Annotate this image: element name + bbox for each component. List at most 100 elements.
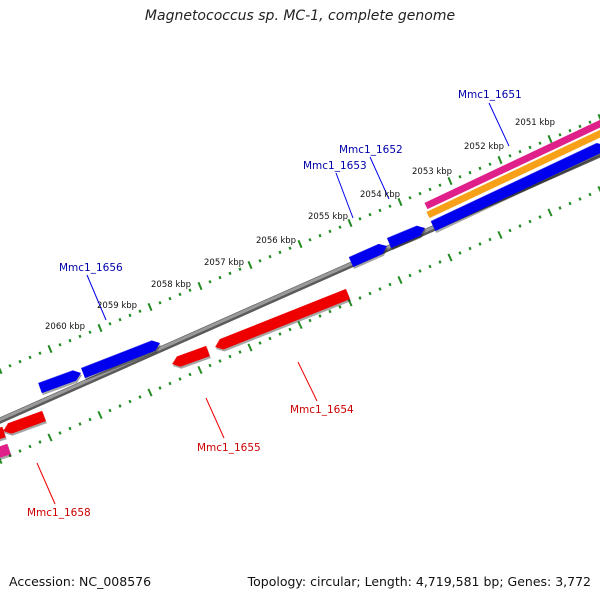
minor-tick bbox=[578, 124, 582, 129]
major-tick bbox=[47, 433, 53, 442]
minor-tick bbox=[568, 201, 572, 206]
minor-tick bbox=[538, 141, 542, 145]
minor-tick bbox=[228, 354, 232, 359]
minor-tick bbox=[478, 242, 482, 246]
minor-tick bbox=[278, 332, 282, 336]
gene-arrow-magenta-left-body bbox=[0, 443, 11, 458]
minor-tick bbox=[218, 359, 222, 363]
major-tick bbox=[397, 275, 403, 285]
minor-tick bbox=[68, 338, 72, 343]
gene-arrow-mmc1-1658-body bbox=[3, 410, 46, 434]
gene-arrow-mmc1-1656-a[interactable] bbox=[80, 339, 161, 381]
minor-tick bbox=[128, 399, 132, 404]
major-tick bbox=[247, 260, 253, 270]
minor-tick bbox=[338, 305, 342, 309]
minor-tick bbox=[78, 334, 82, 339]
gene-arrow-mmc1-1651-highlight bbox=[430, 142, 597, 222]
major-tick bbox=[497, 155, 503, 165]
major-tick bbox=[297, 320, 303, 330]
kbp-label: 2058 kbp bbox=[151, 280, 191, 290]
minor-tick bbox=[588, 192, 592, 197]
major-tick bbox=[147, 388, 153, 397]
gene-arrow-mmc1-1654[interactable] bbox=[214, 288, 352, 352]
major-tick bbox=[97, 323, 103, 333]
minor-tick bbox=[368, 291, 372, 296]
gene-arrow-magenta-left[interactable] bbox=[0, 443, 12, 461]
gene-arrow-mmc1-1654-body bbox=[215, 288, 351, 350]
minor-tick bbox=[318, 233, 322, 238]
major-tick bbox=[0, 457, 3, 465]
minor-tick bbox=[118, 404, 122, 408]
gene-arrow-mmc1-1656-a-highlight bbox=[80, 339, 152, 369]
gene-label-mmc1-1653: Mmc1_1653 bbox=[303, 160, 367, 172]
genome-stats-text: Topology: circular; Length: 4,719,581 bp… bbox=[247, 574, 591, 589]
minor-tick bbox=[138, 309, 142, 313]
gene-arrow-mmc1-1656-b[interactable] bbox=[37, 369, 82, 396]
kbp-label: 2053 kbp bbox=[412, 167, 452, 177]
leader-mmc1-1654 bbox=[297, 361, 318, 402]
minor-tick bbox=[328, 309, 332, 314]
minor-tick bbox=[208, 363, 212, 368]
minor-tick bbox=[118, 317, 122, 322]
minor-tick bbox=[528, 219, 532, 224]
major-tick bbox=[197, 281, 203, 291]
gene-arrows bbox=[0, 142, 600, 461]
leader-mmc1-1655 bbox=[205, 397, 225, 439]
kbp-label: 2055 kbp bbox=[308, 212, 348, 222]
minor-tick bbox=[428, 264, 432, 269]
gene-arrow-partial-left[interactable] bbox=[0, 426, 7, 442]
gene-arrow-mmc1-1651-body bbox=[430, 143, 600, 231]
gene-arrow-mmc1-1656-b-body bbox=[38, 370, 81, 394]
gene-label-mmc1-1654: Mmc1_1654 bbox=[290, 404, 354, 416]
minor-tick bbox=[278, 250, 282, 255]
inner-tick-row bbox=[0, 185, 600, 465]
minor-tick bbox=[108, 322, 112, 326]
minor-tick bbox=[378, 287, 382, 291]
minor-tick bbox=[508, 228, 512, 233]
minor-tick bbox=[558, 206, 562, 210]
gene-arrow-mmc1-1655[interactable] bbox=[171, 345, 211, 369]
minor-tick bbox=[468, 246, 472, 251]
minor-tick bbox=[38, 351, 42, 355]
kbp-labels: 2051 kbp 2052 kbp 2053 kbp 2054 kbp 2055… bbox=[45, 118, 555, 332]
major-tick bbox=[247, 343, 253, 352]
gene-labels: Mmc1_1651 Mmc1_1652 Mmc1_1653 Mmc1_1656 … bbox=[27, 89, 522, 519]
minor-tick bbox=[458, 175, 462, 179]
minor-tick bbox=[188, 372, 192, 377]
minor-tick bbox=[88, 417, 92, 422]
gene-arrow-mmc1-1653[interactable] bbox=[348, 243, 388, 270]
minor-tick bbox=[238, 350, 242, 354]
gene-arrow-mmc1-1653-body bbox=[348, 243, 387, 268]
gene-label-mmc1-1652: Mmc1_1652 bbox=[339, 144, 403, 156]
major-tick bbox=[547, 134, 553, 144]
minor-tick bbox=[218, 275, 222, 280]
gene-arrow-mmc1-1652[interactable] bbox=[386, 225, 426, 251]
minor-tick bbox=[178, 292, 182, 297]
minor-tick bbox=[288, 327, 292, 332]
minor-tick bbox=[128, 313, 132, 318]
major-tick bbox=[347, 298, 353, 307]
major-tick bbox=[297, 239, 303, 249]
accession-text: Accession: NC_008576 bbox=[9, 574, 152, 589]
major-tick bbox=[147, 302, 153, 312]
kbp-label: 2052 kbp bbox=[464, 142, 504, 152]
kbp-label: 2054 kbp bbox=[360, 190, 400, 200]
minor-tick bbox=[488, 237, 492, 242]
leader-mmc1-1656 bbox=[86, 274, 107, 321]
gene-arrow-mmc1-1658[interactable] bbox=[2, 410, 47, 436]
minor-tick bbox=[328, 229, 332, 234]
minor-tick bbox=[18, 449, 22, 453]
gene-arrow-mmc1-1652-body bbox=[386, 225, 425, 249]
minor-tick bbox=[358, 217, 362, 221]
minor-tick bbox=[418, 191, 422, 196]
leader-mmc1-1653 bbox=[335, 172, 354, 219]
minor-tick bbox=[408, 273, 412, 278]
minor-tick bbox=[18, 359, 22, 364]
minor-tick bbox=[308, 238, 312, 242]
gene-arrow-mmc1-1651[interactable] bbox=[430, 142, 600, 233]
gene-arrow-mmc1-1658-highlight bbox=[2, 423, 9, 432]
minor-tick bbox=[268, 336, 272, 341]
major-tick bbox=[447, 253, 453, 262]
